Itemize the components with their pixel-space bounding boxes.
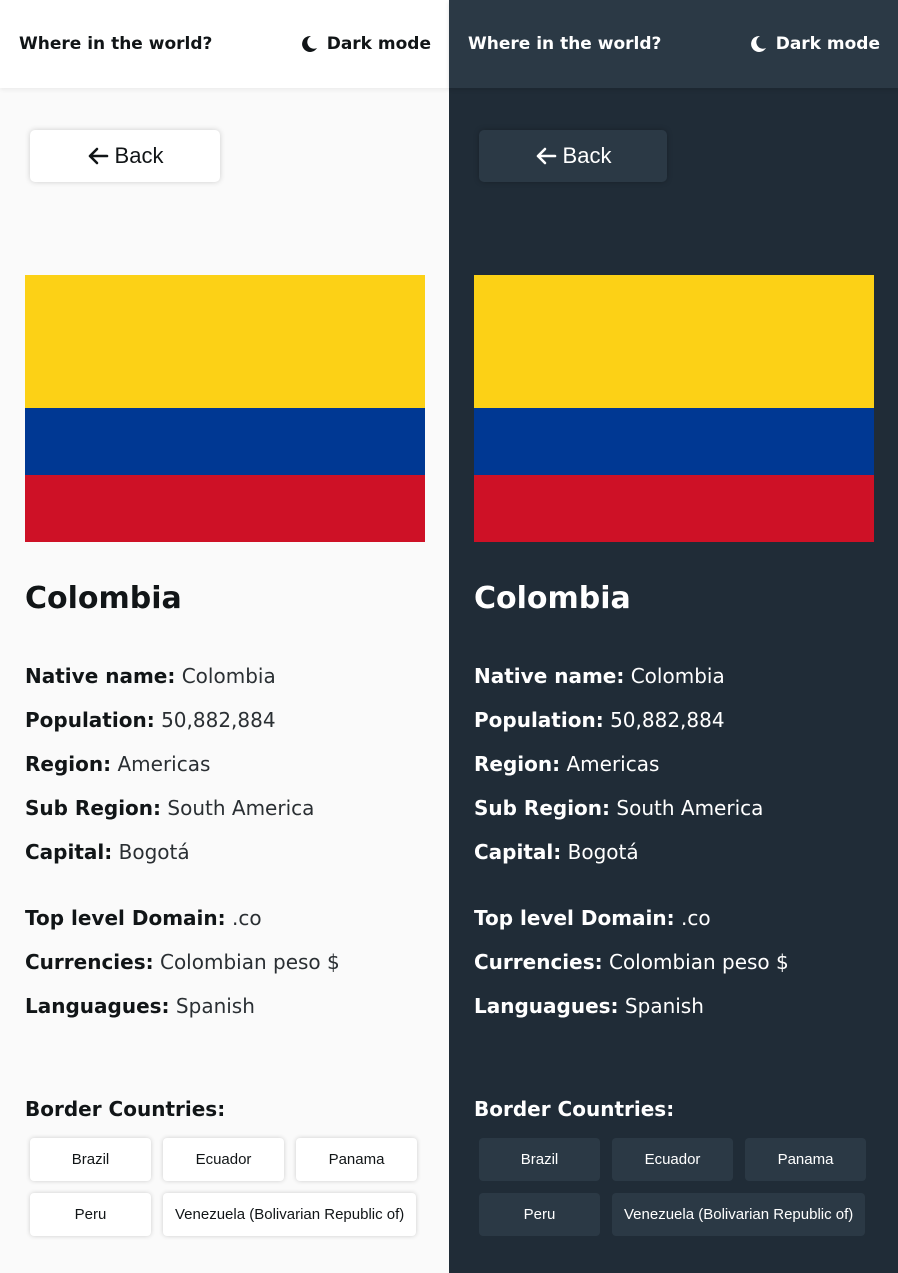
secondary-details: Top level Domain: .co Currencies: Colomb…: [25, 896, 340, 1028]
flag-stripe-blue: [25, 408, 425, 475]
dark-mode-toggle[interactable]: Dark mode: [748, 34, 880, 54]
dark-mode-label: Dark mode: [775, 34, 880, 54]
arrow-left-icon: [88, 147, 108, 165]
border-country-peru[interactable]: Peru: [30, 1193, 151, 1236]
secondary-details: Top level Domain: .co Currencies: Colomb…: [474, 896, 789, 1028]
country-flag: [474, 275, 874, 542]
border-country-brazil[interactable]: Brazil: [479, 1138, 600, 1181]
border-country-peru[interactable]: Peru: [479, 1193, 600, 1236]
border-countries-list: Brazil Ecuador Panama Peru Venezuela (Bo…: [479, 1138, 879, 1236]
border-countries-list: Brazil Ecuador Panama Peru Venezuela (Bo…: [30, 1138, 430, 1236]
detail-capital: Capital: Bogotá: [474, 840, 639, 864]
flag-stripe-yellow: [25, 275, 425, 408]
back-button[interactable]: Back: [30, 130, 220, 182]
detail-region: Region: Americas: [474, 752, 660, 776]
flag-stripe-blue: [474, 408, 874, 475]
moon-icon: [750, 35, 766, 52]
flag-stripe-yellow: [474, 275, 874, 408]
detail-currencies: Currencies: Colombian peso $: [25, 950, 340, 974]
dark-mode-toggle[interactable]: Dark mode: [299, 34, 431, 54]
border-country-ecuador[interactable]: Ecuador: [612, 1138, 733, 1181]
border-country-venezuela[interactable]: Venezuela (Bolivarian Republic of): [612, 1193, 866, 1236]
country-name: Colombia: [474, 581, 631, 616]
detail-capital: Capital: Bogotá: [25, 840, 190, 864]
detail-region: Region: Americas: [25, 752, 211, 776]
light-theme-panel: Where in the world? Dark mode Back Colom…: [0, 0, 449, 1236]
header-bar: Where in the world? Dark mode: [449, 0, 898, 88]
detail-currencies: Currencies: Colombian peso $: [474, 950, 789, 974]
flag-stripe-red: [25, 475, 425, 542]
primary-details: Native name: Colombia Population: 50,882…: [474, 654, 763, 874]
detail-languages: Languagues: Spanish: [25, 994, 255, 1018]
detail-languages: Languagues: Spanish: [474, 994, 704, 1018]
detail-native-name: Native name: Colombia: [474, 664, 725, 688]
detail-top-level-domain: Top level Domain: .co: [474, 906, 711, 930]
border-country-venezuela[interactable]: Venezuela (Bolivarian Republic of): [163, 1193, 417, 1236]
back-button-label: Back: [114, 143, 164, 168]
detail-sub-region: Sub Region: South America: [474, 796, 764, 820]
app-title: Where in the world?: [468, 34, 662, 54]
dark-theme-panel: Where in the world? Dark mode Back Colom…: [449, 0, 898, 1273]
detail-sub-region: Sub Region: South America: [25, 796, 315, 820]
flag-stripe-red: [474, 475, 874, 542]
detail-population: Population: 50,882,884: [25, 708, 276, 732]
back-button[interactable]: Back: [479, 130, 667, 182]
country-flag: [25, 275, 425, 542]
moon-icon: [301, 35, 317, 52]
border-country-ecuador[interactable]: Ecuador: [163, 1138, 284, 1181]
header-bar: Where in the world? Dark mode: [0, 0, 449, 88]
detail-population: Population: 50,882,884: [474, 708, 725, 732]
border-countries-title: Border Countries:: [474, 1097, 675, 1121]
detail-native-name: Native name: Colombia: [25, 664, 276, 688]
country-name: Colombia: [25, 581, 182, 616]
arrow-left-icon: [536, 147, 556, 165]
primary-details: Native name: Colombia Population: 50,882…: [25, 654, 314, 874]
app-title: Where in the world?: [19, 34, 213, 54]
back-button-label: Back: [562, 143, 612, 168]
border-country-panama[interactable]: Panama: [745, 1138, 866, 1181]
dark-mode-label: Dark mode: [326, 34, 431, 54]
border-countries-title: Border Countries:: [25, 1097, 226, 1121]
detail-top-level-domain: Top level Domain: .co: [25, 906, 262, 930]
border-country-brazil[interactable]: Brazil: [30, 1138, 151, 1181]
border-country-panama[interactable]: Panama: [296, 1138, 417, 1181]
